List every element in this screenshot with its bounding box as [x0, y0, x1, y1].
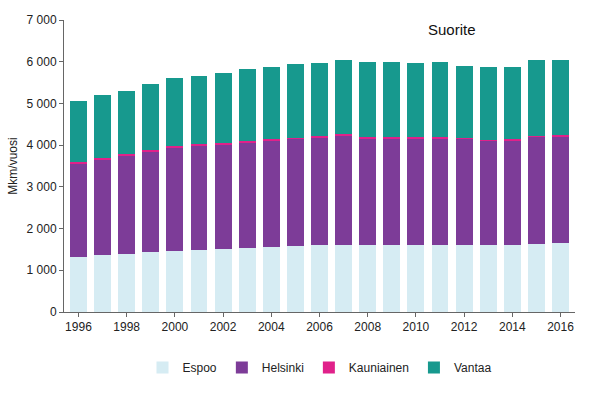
svg-text:2010: 2010	[403, 320, 430, 334]
svg-text:1996: 1996	[65, 320, 92, 334]
svg-text:Vantaa: Vantaa	[454, 361, 491, 375]
svg-text:4 000: 4 000	[27, 138, 57, 152]
svg-text:Kauniainen: Kauniainen	[349, 361, 409, 375]
svg-text:2012: 2012	[451, 320, 478, 334]
svg-text:2000: 2000	[162, 320, 189, 334]
svg-text:2002: 2002	[210, 320, 237, 334]
svg-text:1 000: 1 000	[27, 263, 57, 277]
svg-text:2 000: 2 000	[27, 222, 57, 236]
svg-text:6 000: 6 000	[27, 55, 57, 69]
svg-text:2014: 2014	[499, 320, 526, 334]
svg-text:2006: 2006	[306, 320, 333, 334]
svg-text:2016: 2016	[547, 320, 574, 334]
svg-text:Espoo: Espoo	[183, 361, 217, 375]
svg-text:Helsinki: Helsinki	[262, 361, 304, 375]
svg-text:Suorite: Suorite	[428, 21, 476, 38]
svg-text:7 000: 7 000	[27, 13, 57, 27]
svg-text:1998: 1998	[113, 320, 140, 334]
svg-text:Mkm/vuosi: Mkm/vuosi	[6, 137, 20, 194]
svg-text:2008: 2008	[354, 320, 381, 334]
svg-text:3 000: 3 000	[27, 180, 57, 194]
svg-text:5 000: 5 000	[27, 97, 57, 111]
svg-text:2004: 2004	[258, 320, 285, 334]
svg-text:0: 0	[50, 305, 57, 319]
